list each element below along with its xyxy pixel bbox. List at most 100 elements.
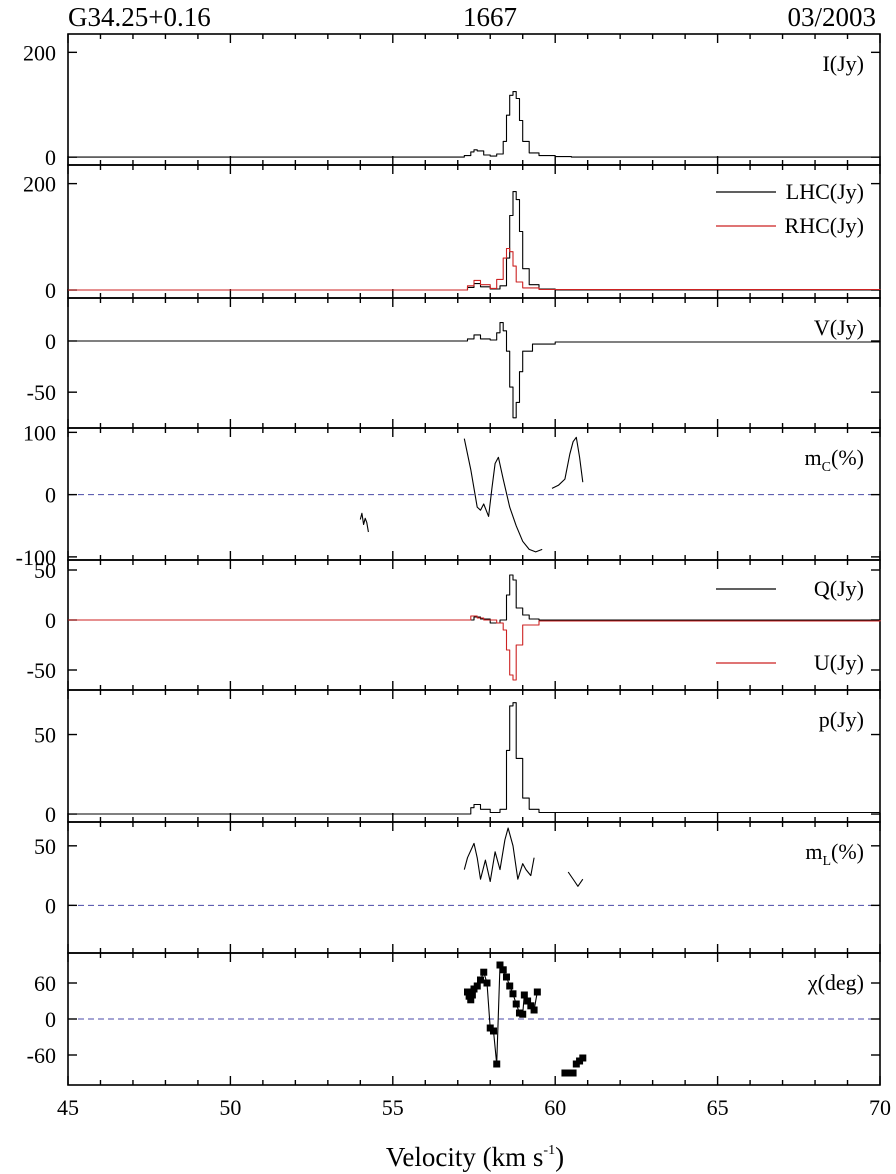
y-tick-label: 0 bbox=[45, 145, 56, 170]
x-axis-label: Velocity (km s-1) bbox=[386, 1142, 564, 1172]
series-line bbox=[463, 827, 535, 883]
legend-mL: mL(%) bbox=[805, 839, 864, 869]
legend-mc: mC(%) bbox=[805, 445, 864, 475]
y-tick-label: 0 bbox=[45, 802, 56, 827]
data-point bbox=[533, 988, 541, 996]
panel-frame bbox=[67, 821, 881, 954]
y-tick-label: -100 bbox=[16, 545, 56, 570]
legend-LHC-RHC: LHC(Jy) RHC(Jy) bbox=[716, 179, 864, 238]
series-mL-0 bbox=[463, 827, 535, 883]
y-tick-label: -60 bbox=[27, 1043, 56, 1068]
y-tick-label: 0 bbox=[45, 483, 56, 508]
series-mL-1 bbox=[567, 871, 584, 887]
panel-frame bbox=[67, 689, 881, 823]
legend-label-main: m bbox=[805, 839, 822, 864]
y-tick-label: 60 bbox=[34, 971, 56, 996]
series-line bbox=[68, 91, 880, 158]
series-mc-2 bbox=[551, 436, 584, 489]
figure-header: G34.25+0.16 1667 03/2003 bbox=[68, 2, 876, 32]
y-tick-label: 0 bbox=[45, 608, 56, 633]
data-point bbox=[480, 968, 488, 976]
x-tick-label: 55 bbox=[382, 1095, 404, 1120]
y-tick-label: 0 bbox=[45, 329, 56, 354]
legend-label: LHC(Jy) bbox=[786, 179, 864, 204]
legend-label: mC(%) bbox=[805, 445, 864, 475]
legend-label: p(Jy) bbox=[819, 707, 864, 732]
y-tick-label: -50 bbox=[27, 380, 56, 405]
panel-frame bbox=[67, 427, 881, 561]
header-source: G34.25+0.16 bbox=[68, 2, 211, 32]
data-point bbox=[476, 976, 484, 984]
series-line bbox=[68, 615, 881, 681]
data-point bbox=[489, 1027, 497, 1035]
y-tick-label: 50 bbox=[34, 558, 56, 583]
data-point bbox=[467, 996, 475, 1004]
series-LHC-RHC-1 bbox=[68, 247, 881, 291]
y-tick-label: 0 bbox=[45, 278, 56, 303]
legend-label-tail: (%) bbox=[831, 839, 864, 864]
y-tick-label: 200 bbox=[23, 172, 56, 197]
legend-label-tail: (%) bbox=[831, 445, 864, 470]
legend-label: Q(Jy) bbox=[814, 576, 864, 601]
series-line bbox=[567, 871, 584, 887]
legend-label: χ(deg) bbox=[807, 970, 864, 995]
data-point bbox=[502, 973, 510, 981]
data-point bbox=[527, 1002, 535, 1010]
panel-frame bbox=[67, 164, 881, 299]
panel-LHC-RHC: 0 200 LHC(Jy) RHC(Jy) bbox=[23, 164, 881, 303]
series-line bbox=[68, 574, 880, 624]
series-V-0 bbox=[68, 322, 881, 419]
panel-I: 0 200 I(Jy) bbox=[23, 33, 881, 170]
data-point bbox=[496, 961, 504, 969]
data-point bbox=[579, 1054, 587, 1062]
panel-mL: 50 0 mL(%) bbox=[34, 821, 881, 954]
data-point bbox=[483, 979, 491, 987]
x-tick-label: 60 bbox=[544, 1095, 566, 1120]
y-tick-label: 0 bbox=[45, 1007, 56, 1032]
data-point bbox=[468, 991, 476, 999]
x-tick-label: 65 bbox=[707, 1095, 729, 1120]
data-point bbox=[561, 1069, 569, 1077]
x-tick-label: 45 bbox=[57, 1095, 79, 1120]
panel-V: 0 -50 V(Jy) bbox=[27, 297, 881, 429]
y-tick-label: 100 bbox=[23, 420, 56, 445]
series-LHC-RHC-0 bbox=[68, 191, 880, 291]
legend-label: V(Jy) bbox=[814, 315, 864, 340]
series-mc-1 bbox=[463, 438, 543, 553]
legend-label: U(Jy) bbox=[814, 650, 864, 675]
legend-label: I(Jy) bbox=[822, 51, 864, 76]
panel-p: 50 0 p(Jy) bbox=[34, 689, 881, 827]
data-point bbox=[499, 966, 507, 974]
header-frequency: 1667 bbox=[463, 2, 517, 32]
series-line bbox=[551, 436, 584, 489]
data-point bbox=[506, 982, 514, 990]
data-point bbox=[493, 1060, 501, 1068]
legend-label: mL(%) bbox=[805, 839, 864, 869]
legend-chi: χ(deg) bbox=[807, 970, 864, 995]
data-point bbox=[530, 1006, 538, 1014]
panel-frame bbox=[67, 33, 881, 166]
data-point bbox=[569, 1069, 577, 1077]
series-p-0 bbox=[68, 702, 881, 815]
x-axis-label-close: ) bbox=[555, 1142, 564, 1172]
y-tick-label: 200 bbox=[23, 40, 56, 65]
x-axis-label-exponent: -1 bbox=[543, 1143, 555, 1158]
series-line bbox=[68, 322, 881, 419]
data-point bbox=[473, 982, 481, 990]
series-line bbox=[68, 702, 881, 815]
series-line bbox=[68, 191, 880, 291]
y-tick-label: 0 bbox=[45, 893, 56, 918]
series-line bbox=[463, 438, 543, 553]
panel-QU: 50 0 -50 Q(Jy) U(Jy) bbox=[27, 558, 881, 691]
data-point bbox=[464, 988, 472, 996]
y-tick-label: -50 bbox=[27, 658, 56, 683]
y-tick-label: 50 bbox=[34, 834, 56, 859]
data-point bbox=[519, 1010, 527, 1018]
legend-label: RHC(Jy) bbox=[785, 213, 864, 238]
panel-chi: 60 0 -60 χ(deg) bbox=[27, 952, 881, 1086]
legend-I: I(Jy) bbox=[822, 51, 864, 76]
series-QU-1 bbox=[68, 615, 881, 681]
x-tick-label: 70 bbox=[869, 1095, 891, 1120]
